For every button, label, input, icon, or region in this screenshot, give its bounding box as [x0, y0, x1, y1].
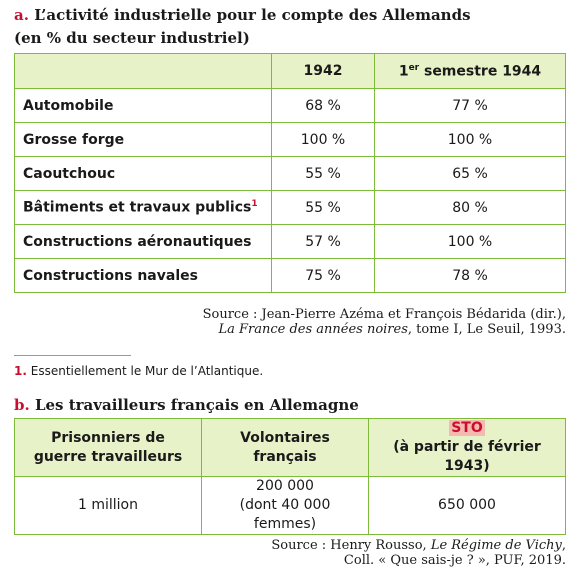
cell: Constructions aéronautiques [14, 224, 272, 259]
cell: 78 % [374, 258, 566, 293]
text: 200 000 [256, 478, 314, 494]
cell: 55 % [271, 156, 375, 191]
cell: 200 000 (dont 40 000 femmes) [201, 476, 369, 535]
cell: Automobile [14, 88, 272, 123]
row: Grosse forge 100 % 100 % [14, 122, 566, 157]
row: Bâtiments et travaux publics1 55 % 80 % [14, 190, 566, 225]
text: , [561, 538, 566, 553]
book: La France des années noires [218, 322, 408, 337]
sup: er [408, 62, 420, 73]
text: Bâtiments et travaux publics [23, 199, 252, 216]
book: Le Régime de Vichy [430, 538, 562, 553]
cell: Bâtiments et travaux publics1 [14, 190, 272, 225]
cell: 55 % [271, 190, 375, 225]
cell: 1 million [14, 476, 202, 535]
row: Constructions aéronautiques 57 % 100 % [14, 224, 566, 259]
text: Essentiellement le Mur de l’Atlantique. [30, 364, 264, 378]
text: Prisonniers de [51, 429, 165, 446]
text: (dont 40 000 femmes) [239, 497, 331, 532]
cell: 100 % [374, 122, 566, 157]
text: STO [449, 420, 485, 436]
header-cell: STO (à partir de février 1943) [368, 418, 566, 477]
cell: 57 % [271, 224, 375, 259]
text: 1 [398, 63, 409, 80]
header-cell: 1942 [271, 53, 375, 89]
cell: 80 % [374, 190, 566, 225]
header-cell: Prisonniers de guerre travailleurs [14, 418, 202, 477]
subtitle: (en % du secteur industriel) [14, 29, 250, 47]
cell: 650 000 [368, 476, 566, 535]
text: Coll. « Que sais-je ? », PUF, 2019. [343, 553, 566, 568]
row: Automobile 68 % 77 % [14, 88, 566, 123]
text: français [253, 448, 317, 465]
text: Source : Henry Rousso, [271, 538, 431, 553]
cell: 77 % [374, 88, 566, 123]
title: L’activité industrielle pour le compte d… [34, 6, 471, 24]
cell: 100 % [374, 224, 566, 259]
source-a: Source : Jean-Pierre Azéma et François B… [203, 307, 566, 337]
cell: Constructions navales [14, 258, 272, 293]
cell: 65 % [374, 156, 566, 191]
row: Constructions navales 75 % 78 % [14, 258, 566, 293]
cell: 68 % [271, 88, 375, 123]
row: Caoutchouc 55 % 65 % [14, 156, 566, 191]
footnote: 1. Essentiellement le Mur de l’Atlantiqu… [14, 364, 263, 378]
cell: Caoutchouc [14, 156, 272, 191]
source-b: Source : Henry Rousso, Le Régime de Vich… [271, 538, 566, 568]
cell: 75 % [271, 258, 375, 293]
text: Volontaires [240, 429, 330, 446]
footnote-ref: 1 [251, 199, 258, 210]
label: a. [14, 6, 29, 24]
section-a-title: a. L’activité industrielle pour le compt… [14, 6, 471, 24]
title: Les travailleurs français en Allemagne [34, 396, 359, 414]
text: (à partir de février 1943) [393, 439, 541, 474]
header-cell: Volontaires français [201, 418, 369, 477]
text: semestre 1944 [419, 63, 542, 80]
text: guerre travailleurs [33, 448, 183, 465]
label: b. [14, 396, 30, 414]
text: Source : Jean-Pierre Azéma et François B… [202, 307, 566, 322]
cell: 100 % [271, 122, 375, 157]
header-cell: 1er semestre 1944 [374, 53, 566, 89]
header-empty [14, 53, 272, 89]
marker: 1. [14, 364, 27, 378]
section-b-title: b. Les travailleurs français en Allemagn… [14, 396, 359, 414]
table-b: Prisonniers de guerre travailleurs Volont… [14, 418, 566, 535]
text: , tome I, Le Seuil, 1993. [407, 322, 566, 337]
cell: Grosse forge [14, 122, 272, 157]
table-a: 1942 1er semestre 1944 Automobile 68 % 77 %… [14, 53, 566, 293]
footnote-rule [14, 355, 131, 356]
